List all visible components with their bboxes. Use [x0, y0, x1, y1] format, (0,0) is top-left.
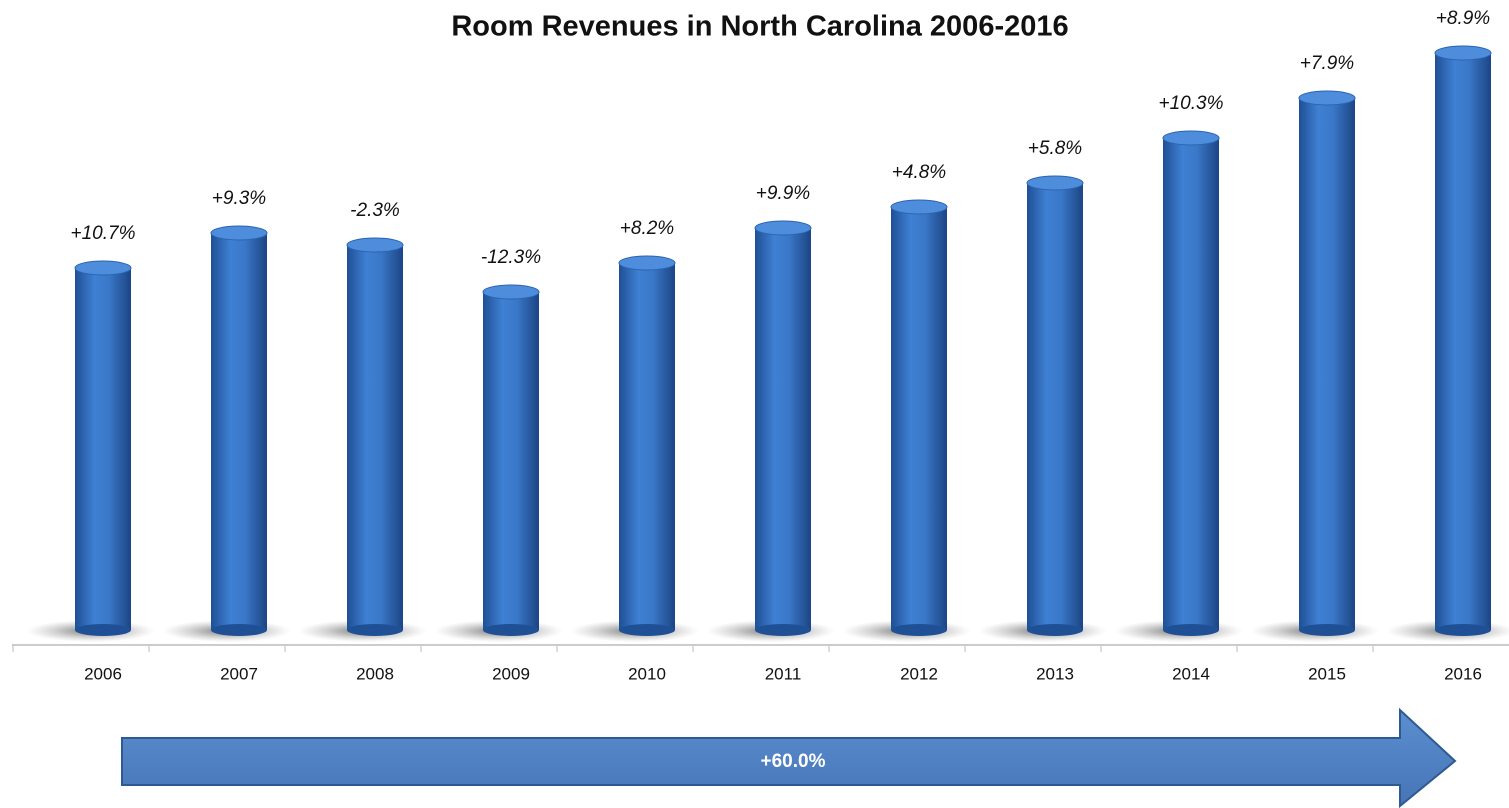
change-label: +9.9% [756, 183, 811, 204]
x-tick-label: 2012 [900, 664, 938, 683]
change-label: +10.7% [71, 223, 136, 244]
chart-title: Room Revenues in North Carolina 2006-201… [451, 11, 1068, 43]
bar [483, 292, 539, 630]
bar-bottom [891, 624, 947, 636]
bar-top [1162, 130, 1220, 146]
change-label: +8.2% [620, 218, 675, 239]
change-label: +4.8% [892, 162, 947, 183]
bar-bottom [483, 624, 539, 636]
change-label: +5.8% [1028, 138, 1083, 159]
bar [619, 263, 675, 630]
bar [75, 268, 131, 630]
bar [347, 245, 403, 630]
bar [1163, 138, 1219, 630]
bar-top [1026, 175, 1084, 191]
x-tick-label: 2010 [628, 664, 666, 683]
x-tick-label: 2016 [1444, 664, 1482, 683]
bar-bottom [211, 624, 267, 636]
bar-top [482, 284, 540, 300]
bar-bottom [1163, 624, 1219, 636]
bar [755, 228, 811, 630]
change-label: +8.9% [1436, 8, 1491, 29]
bar-top [890, 199, 948, 215]
change-label: -12.3% [481, 247, 541, 268]
bar-top [346, 237, 404, 253]
bar [1027, 183, 1083, 630]
bar-top [74, 260, 132, 276]
x-tick-label: 2014 [1172, 664, 1210, 683]
bar-bottom [347, 624, 403, 636]
bar-bottom [1027, 624, 1083, 636]
bar [1435, 53, 1491, 630]
bar-top [210, 225, 268, 241]
bar-bottom [1299, 624, 1355, 636]
bar-bottom [1435, 624, 1491, 636]
total-change-label: +60.0% [761, 751, 826, 772]
x-tick-label: 2007 [220, 664, 258, 683]
x-tick-label: 2013 [1036, 664, 1074, 683]
bar-top [618, 255, 676, 271]
bar-top [754, 220, 812, 236]
x-tick-label: 2011 [765, 664, 802, 683]
bar-bottom [755, 624, 811, 636]
total-arrow [121, 707, 1457, 808]
bar [211, 233, 267, 630]
x-tick-label: 2008 [356, 664, 394, 683]
change-label: +10.3% [1159, 93, 1224, 114]
change-label: -2.3% [350, 200, 400, 221]
x-tick-label: 2009 [492, 664, 530, 683]
change-label: +9.3% [212, 188, 267, 209]
bar [1299, 98, 1355, 630]
x-tick-label: 2006 [84, 664, 122, 683]
bar-bottom [75, 624, 131, 636]
change-label: +7.9% [1300, 53, 1355, 74]
bar-top [1434, 45, 1492, 61]
bar [891, 207, 947, 630]
bar-bottom [619, 624, 675, 636]
bar-top [1298, 90, 1356, 106]
x-tick-label: 2015 [1308, 664, 1346, 683]
